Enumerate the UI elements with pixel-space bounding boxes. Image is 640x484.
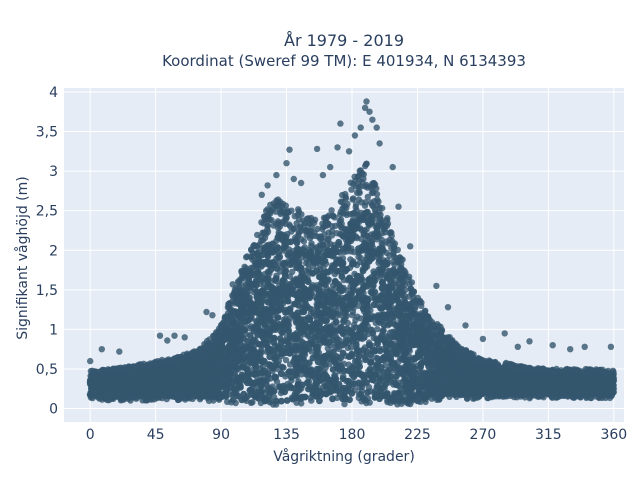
data-point — [244, 253, 250, 259]
data-point — [213, 337, 219, 343]
data-point — [362, 199, 368, 205]
data-point — [384, 215, 390, 221]
data-point — [260, 237, 266, 243]
data-point — [280, 364, 286, 370]
data-point — [283, 357, 289, 363]
data-point — [265, 229, 271, 235]
data-point — [276, 220, 282, 226]
data-point — [409, 288, 415, 294]
data-point — [422, 308, 428, 314]
data-point — [381, 226, 387, 232]
data-point — [342, 191, 348, 197]
data-point — [292, 213, 298, 219]
data-point — [349, 312, 355, 318]
data-point — [97, 368, 103, 374]
data-point — [363, 161, 369, 167]
data-point — [265, 214, 271, 220]
data-point — [254, 232, 260, 238]
data-point — [283, 216, 289, 222]
data-point — [384, 250, 390, 256]
data-point — [320, 242, 326, 248]
data-point — [213, 329, 219, 335]
data-point — [312, 217, 318, 223]
data-point — [356, 173, 362, 179]
data-point — [583, 366, 589, 372]
data-point — [344, 201, 350, 207]
data-point — [239, 268, 245, 274]
data-point — [261, 220, 267, 226]
data-point — [418, 303, 424, 309]
data-point — [322, 215, 328, 221]
data-point — [369, 190, 375, 196]
data-point — [350, 211, 356, 217]
data-point — [339, 206, 345, 212]
data-point — [223, 313, 229, 319]
data-point — [301, 238, 307, 244]
data-point — [336, 221, 342, 227]
data-point — [356, 196, 362, 202]
data-point — [317, 233, 323, 239]
data-point — [395, 281, 401, 287]
data-point — [319, 226, 325, 232]
data-point — [308, 233, 314, 239]
data-point — [350, 195, 356, 201]
data-point — [165, 356, 171, 362]
